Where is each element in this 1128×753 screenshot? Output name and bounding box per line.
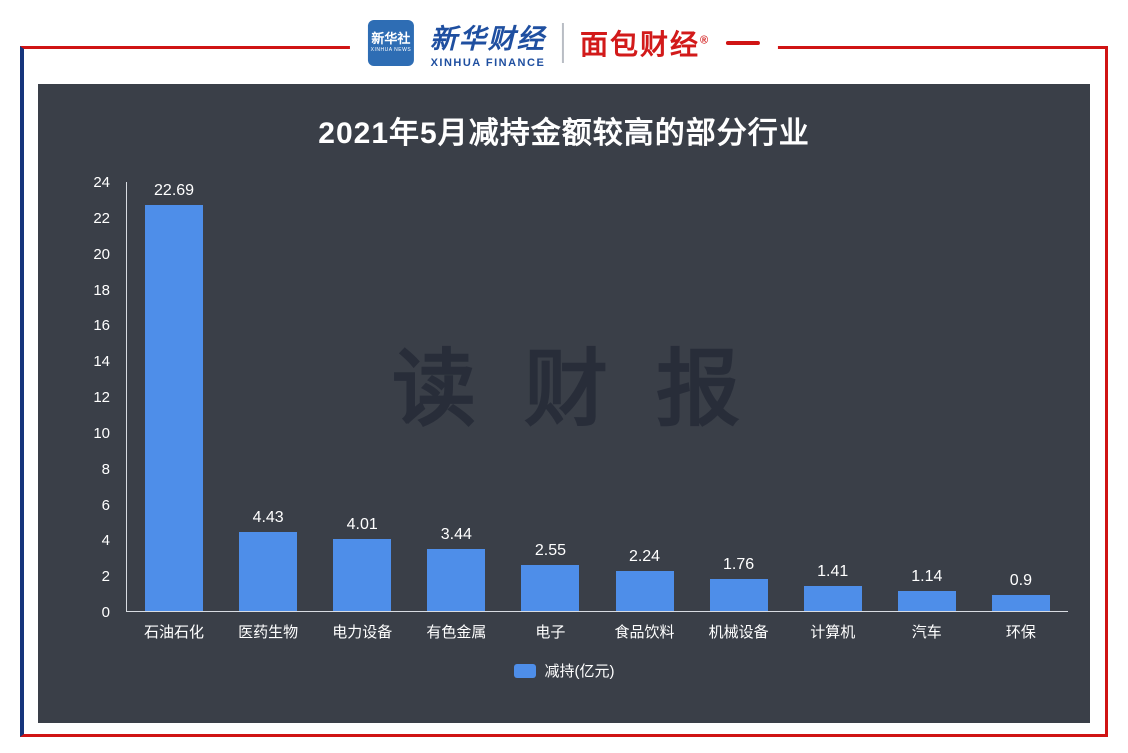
bar[interactable] bbox=[897, 590, 956, 611]
registered-mark: ® bbox=[699, 34, 711, 47]
y-tick-label: 16 bbox=[93, 317, 110, 335]
chart-title: 2021年5月减持金额较高的部分行业 bbox=[318, 117, 810, 150]
bar-group: 4.01 电力设备 bbox=[315, 182, 409, 641]
x-category-label: 医药生物 bbox=[238, 624, 299, 641]
bar[interactable] bbox=[615, 570, 674, 611]
y-tick-label: 2 bbox=[101, 568, 110, 586]
header-logos: 新华社 XINHUA NEWS 新华财经 XINHUA FINANCE 面包财经… bbox=[349, 12, 779, 74]
y-tick-label: 0 bbox=[101, 604, 110, 621]
y-tick-label: 14 bbox=[93, 353, 110, 371]
bar[interactable] bbox=[333, 539, 392, 611]
bar-group: 1.76 机械设备 bbox=[692, 182, 786, 641]
bar-group: 3.44 有色金属 bbox=[409, 182, 503, 641]
logo-divider bbox=[561, 23, 564, 63]
x-category-label: 有色金属 bbox=[426, 624, 487, 641]
y-tick-label: 8 bbox=[101, 460, 110, 478]
chart-panel: 2021年5月减持金额较高的部分行业 读财报 0 2 4 6 8 10 12 14 16 18 20… bbox=[38, 84, 1090, 723]
legend[interactable]: 减持(亿元) bbox=[38, 660, 1090, 681]
bar-value-label: 1.41 bbox=[817, 562, 849, 580]
bar-value-label: 22.69 bbox=[154, 182, 195, 199]
y-tick-label: 4 bbox=[101, 532, 110, 550]
bar-group: 4.43 医药生物 bbox=[221, 182, 315, 641]
x-category-label: 计算机 bbox=[810, 624, 856, 641]
bar[interactable] bbox=[991, 594, 1050, 611]
bar-group: 1.41 计算机 bbox=[786, 182, 880, 641]
x-category-label: 环保 bbox=[1005, 624, 1036, 641]
xinhua-news-logo-text: 新华社 bbox=[371, 31, 411, 47]
bar-value-label: 1.14 bbox=[911, 567, 943, 585]
y-tick-label: 6 bbox=[101, 496, 110, 514]
x-category-label: 食品饮料 bbox=[614, 624, 675, 641]
y-tick-label: 20 bbox=[93, 245, 110, 263]
xinhua-news-logo-subtext: XINHUA NEWS bbox=[370, 47, 412, 54]
bar[interactable] bbox=[803, 585, 862, 611]
bar[interactable] bbox=[145, 205, 204, 611]
x-category-label: 电力设备 bbox=[332, 624, 393, 641]
bars-container: 22.69 石油石化 4.43 医药生物 4.01 电力设备 3.44 有色金属 2.55 电子 2… bbox=[126, 182, 1068, 641]
bar-group: 2.24 食品饮料 bbox=[597, 182, 691, 641]
legend-swatch[interactable] bbox=[513, 663, 536, 678]
bar-value-label: 2.24 bbox=[628, 547, 661, 565]
bar-value-label: 3.44 bbox=[440, 526, 472, 544]
y-tick-label: 22 bbox=[93, 209, 110, 227]
bar-value-label: 2.55 bbox=[534, 542, 566, 560]
bar-group: 2.55 电子 bbox=[503, 182, 597, 641]
bar-group: 0.9 环保 bbox=[974, 182, 1068, 641]
xinhua-news-logo: 新华社 XINHUA NEWS bbox=[367, 20, 414, 66]
xinhua-finance-logo-cn: 新华财经 bbox=[429, 24, 546, 54]
y-tick-label: 18 bbox=[93, 281, 110, 299]
y-tick-label: 12 bbox=[93, 389, 110, 406]
bar-value-label: 0.9 bbox=[1009, 571, 1033, 589]
mianbao-caijing-logo: 面包财经® bbox=[580, 23, 710, 63]
mianbao-underline bbox=[726, 41, 761, 45]
xinhua-finance-logo: 新华财经 XINHUA FINANCE bbox=[430, 17, 546, 69]
mianbao-caijing-logo-text: 面包财经 bbox=[579, 29, 700, 60]
bar[interactable] bbox=[427, 549, 486, 611]
bar-group: 1.14 汽车 bbox=[880, 182, 974, 641]
plot-area: 读财报 0 2 4 6 8 10 12 14 16 18 20 22 24 22.69 石油石化 4.43 医… bbox=[64, 174, 1068, 641]
y-axis: 0 2 4 6 8 10 12 14 16 18 20 22 24 bbox=[64, 174, 126, 621]
bar-value-label: 1.76 bbox=[723, 556, 755, 574]
bar[interactable] bbox=[239, 531, 298, 611]
bar-value-label: 4.01 bbox=[346, 516, 378, 534]
bar-value-label: 4.43 bbox=[252, 508, 284, 526]
x-category-label: 汽车 bbox=[911, 624, 942, 641]
y-tick-label: 10 bbox=[93, 424, 110, 442]
legend-label[interactable]: 减持(亿元) bbox=[544, 663, 615, 680]
xinhua-finance-logo-en: XINHUA FINANCE bbox=[430, 57, 546, 69]
bar[interactable] bbox=[521, 565, 580, 611]
x-category-label: 石油石化 bbox=[144, 624, 205, 641]
bar[interactable] bbox=[709, 579, 768, 611]
x-category-label: 机械设备 bbox=[708, 624, 769, 641]
x-category-label: 电子 bbox=[535, 624, 566, 641]
bar-group: 22.69 石油石化 bbox=[127, 182, 221, 641]
y-tick-label: 24 bbox=[93, 174, 110, 191]
